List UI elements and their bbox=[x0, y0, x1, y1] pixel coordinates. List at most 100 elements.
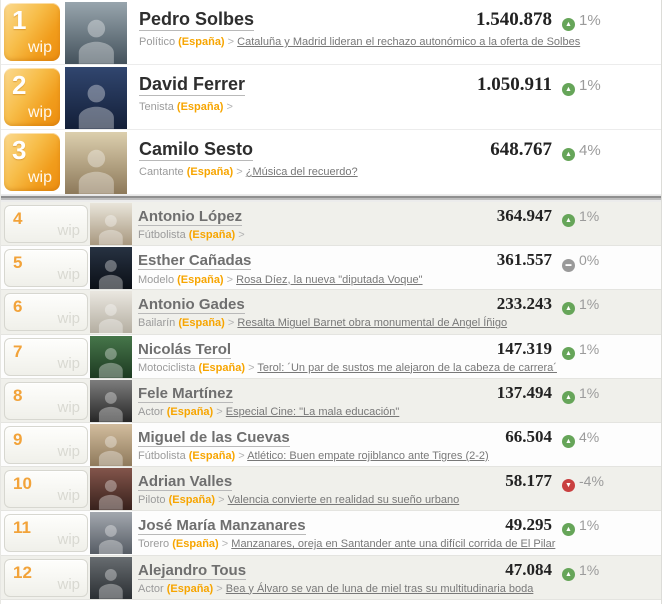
ranking-row: 11 wip José María Manzanares 49.295 1% T… bbox=[1, 511, 661, 556]
person-photo[interactable] bbox=[90, 423, 132, 466]
rank-badge[interactable]: 8 wip bbox=[4, 381, 88, 420]
news-headline-link[interactable]: ¿Música del recuerdo? bbox=[245, 166, 358, 178]
rank-badge[interactable]: 5 wip bbox=[4, 249, 88, 288]
profession-label: Fútbolista bbox=[138, 229, 186, 241]
news-headline-link[interactable]: Cataluña y Madrid lideran el rechazo aut… bbox=[237, 36, 581, 48]
wip-label: wip bbox=[57, 266, 80, 284]
row-headline-line: Antonio Gades 233.243 1% bbox=[138, 294, 661, 316]
rank-badge[interactable]: 6 wip bbox=[4, 293, 88, 332]
news-headline-link[interactable]: Especial Cine: "La mala educación" bbox=[225, 405, 400, 418]
chevron-separator: > bbox=[226, 101, 233, 113]
news-headline-link[interactable]: Resalta Miguel Barnet obra monumental de… bbox=[237, 317, 508, 330]
person-name-link[interactable]: Antonio López bbox=[138, 208, 243, 226]
profession-label: Torero bbox=[138, 538, 170, 551]
news-headline-link[interactable]: Manzanares, oreja en Santander ante una … bbox=[231, 538, 556, 551]
rank-badge[interactable]: 12 wip bbox=[4, 558, 88, 597]
person-photo[interactable] bbox=[65, 132, 127, 194]
trend-percent: 1% bbox=[579, 561, 600, 578]
person-name-link[interactable]: Esther Cañadas bbox=[138, 252, 252, 271]
row-main: Camilo Sesto 648.767 4% Cantante (España… bbox=[139, 130, 661, 178]
rank-badge[interactable]: 1 wip bbox=[4, 3, 60, 61]
person-name-link[interactable]: Miguel de las Cuevas bbox=[138, 428, 290, 447]
rank-number: 5 bbox=[13, 253, 23, 273]
wip-label: wip bbox=[57, 487, 80, 505]
row-subtitle-line: Político (España) > Cataluña y Madrid li… bbox=[139, 36, 661, 48]
news-headline-link[interactable]: Rosa Díez, la nueva "diputada Voque" bbox=[236, 273, 423, 286]
wip-score: 364.947 bbox=[496, 206, 552, 225]
person-photo[interactable] bbox=[65, 67, 127, 129]
wip-score: 49.295 bbox=[505, 515, 552, 535]
person-photo[interactable] bbox=[65, 2, 127, 64]
profession-label: Tenista bbox=[139, 101, 174, 113]
ranking-row: 5 wip Esther Cañadas 361.557 0% Modelo (… bbox=[1, 246, 661, 291]
person-name-link[interactable]: Camilo Sesto bbox=[139, 139, 254, 161]
profession-label: Motociclista bbox=[138, 361, 196, 374]
person-silhouette-icon bbox=[99, 436, 123, 466]
person-name-link[interactable]: José María Manzanares bbox=[138, 517, 306, 536]
rank-badge[interactable]: 3 wip bbox=[4, 133, 60, 191]
news-headline-link[interactable]: Valencia convierte en realidad su sueño … bbox=[227, 494, 460, 507]
person-silhouette-icon bbox=[99, 259, 123, 290]
row-subtitle-line: Fútbolista (España) > Atlético: Buen emp… bbox=[138, 450, 661, 462]
rank-badge[interactable]: 9 wip bbox=[4, 425, 88, 464]
row-main: Nicolás Terol 147.319 1% Motociclista (E… bbox=[138, 335, 661, 374]
rank-badge[interactable]: 4 wip bbox=[4, 205, 88, 243]
person-silhouette-icon bbox=[78, 20, 114, 64]
tier-divider bbox=[1, 195, 661, 202]
wip-label: wip bbox=[27, 39, 52, 56]
wip-score: 58.177 bbox=[505, 471, 552, 491]
person-silhouette-icon bbox=[99, 303, 123, 334]
rank-badge[interactable]: 10 wip bbox=[4, 470, 88, 509]
country-label: (España) bbox=[178, 36, 225, 48]
person-photo[interactable] bbox=[90, 247, 132, 290]
news-headline-link[interactable]: Bea y Álvaro se van de luna de miel tras… bbox=[225, 582, 534, 595]
ranking-row: 1 wip Pedro Solbes 1.540.878 1% Político… bbox=[1, 0, 661, 65]
person-photo[interactable] bbox=[90, 468, 132, 511]
row-headline-line: Esther Cañadas 361.557 0% bbox=[138, 250, 661, 272]
row-subtitle-line: Tenista (España) > bbox=[139, 101, 661, 113]
rank-badge[interactable]: 11 wip bbox=[4, 514, 88, 553]
rank-number: 1 bbox=[12, 5, 27, 35]
row-headline-line: Antonio López 364.947 1% bbox=[138, 206, 661, 227]
row-main: Antonio López 364.947 1% Fútbolista (Esp… bbox=[138, 202, 661, 241]
person-silhouette-icon bbox=[99, 524, 123, 555]
profession-label: Político bbox=[139, 36, 176, 48]
person-name-link[interactable]: Nicolás Terol bbox=[138, 340, 232, 359]
news-headline-link[interactable]: Atlético: Buen empate rojiblanco ante Ti… bbox=[247, 449, 489, 462]
row-main: Miguel de las Cuevas 66.504 4% Fútbolist… bbox=[138, 423, 661, 462]
row-headline-line: Camilo Sesto 648.767 4% bbox=[139, 139, 661, 161]
person-photo[interactable] bbox=[90, 556, 132, 599]
wip-score: 147.319 bbox=[496, 338, 552, 358]
row-main: Pedro Solbes 1.540.878 1% Político (Espa… bbox=[139, 0, 661, 48]
rank-number: 6 bbox=[13, 297, 23, 317]
person-photo[interactable] bbox=[90, 335, 132, 378]
profession-label: Bailarín bbox=[138, 317, 176, 330]
row-subtitle-line: Torero (España) > Manzanares, oreja en S… bbox=[138, 538, 661, 550]
row-main: David Ferrer 1.050.911 1% Tenista (Españ… bbox=[139, 65, 661, 113]
ranking-row: 4 wip Antonio López 364.947 1% Fútbolist… bbox=[1, 202, 661, 247]
rank-number: 8 bbox=[13, 385, 23, 405]
news-headline-link[interactable]: Terol: ´Un par de sustos me alejaron de … bbox=[257, 361, 557, 374]
person-name-link[interactable]: Pedro Solbes bbox=[139, 9, 255, 31]
person-photo[interactable] bbox=[90, 203, 132, 245]
person-photo[interactable] bbox=[90, 291, 132, 334]
country-label: (España) bbox=[188, 449, 236, 462]
person-name-link[interactable]: Adrian Valles bbox=[138, 473, 233, 492]
person-name-link[interactable]: Alejandro Tous bbox=[138, 561, 247, 580]
person-photo[interactable] bbox=[90, 379, 132, 422]
rank-number: 10 bbox=[13, 474, 32, 494]
arrow-up-icon bbox=[562, 302, 575, 316]
profession-label: Actor bbox=[138, 405, 164, 418]
rank-number: 12 bbox=[13, 562, 32, 582]
person-name-link[interactable]: Fele Martínez bbox=[138, 384, 234, 403]
wip-label: wip bbox=[27, 169, 52, 186]
rank-badge[interactable]: 2 wip bbox=[4, 68, 60, 126]
person-name-link[interactable]: David Ferrer bbox=[139, 74, 246, 96]
ranking-row: 3 wip Camilo Sesto 648.767 4% Cantante (… bbox=[1, 130, 661, 195]
person-name-link[interactable]: Antonio Gades bbox=[138, 296, 245, 315]
country-label: (España) bbox=[188, 229, 236, 241]
rank-badge[interactable]: 7 wip bbox=[4, 337, 88, 376]
person-photo[interactable] bbox=[90, 512, 132, 555]
arrow-up-icon bbox=[562, 214, 575, 227]
